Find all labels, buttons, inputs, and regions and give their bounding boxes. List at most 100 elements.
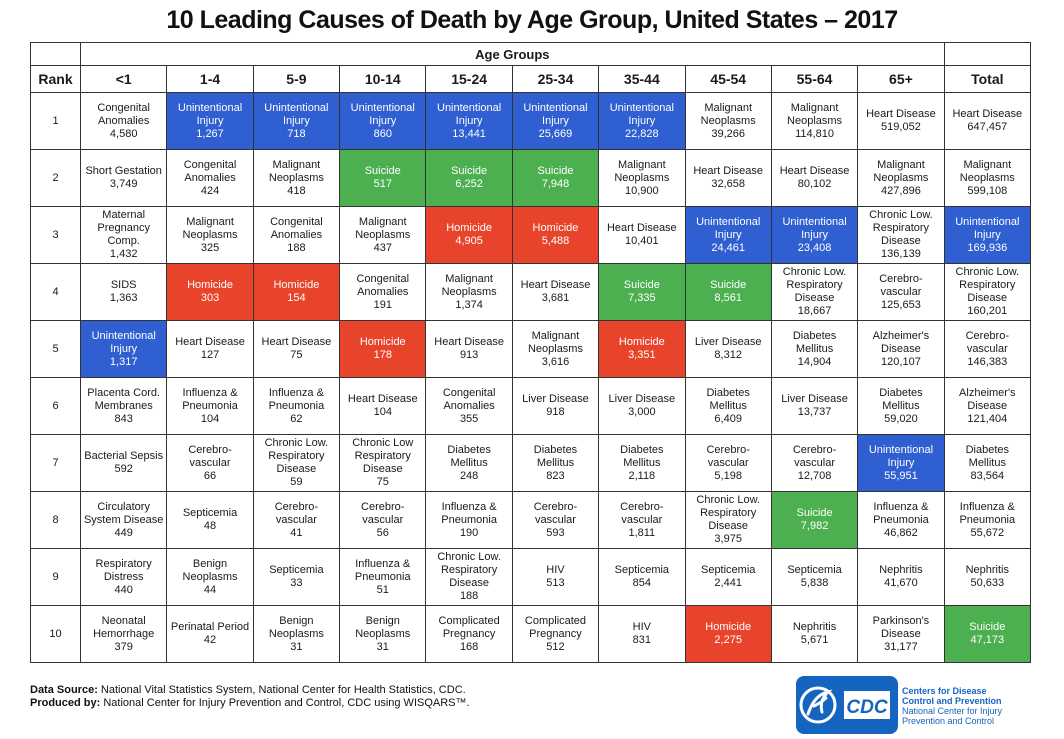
cause-cell: Diabetes Mellitus 823: [511, 434, 600, 492]
cause-cell: Chronic Low. Respiratory Disease 18,667: [770, 263, 859, 321]
cause-cell: Nephritis 41,670: [857, 548, 945, 606]
cause-cell: Neonatal Hemorrhage 379: [79, 605, 168, 663]
cause-cell: HIV 831: [598, 605, 686, 663]
cause-name: Unintentional Injury: [955, 215, 1020, 241]
cause-name: Heart Disease: [779, 165, 850, 177]
cause-cell: Short Gestation 3,749: [79, 149, 168, 207]
cause-cell: Circulatory System Disease 449: [79, 491, 168, 549]
cause-name: Cerebro- vascular: [274, 500, 319, 526]
cause-cell: Cerebro- vascular 66: [166, 434, 254, 492]
cause-cell: Malignant Neoplasms 10,900: [598, 149, 686, 207]
cause-cell: HIV 513: [511, 548, 600, 606]
death-count: 7,335: [628, 292, 656, 304]
age-groups-header: Age Groups: [80, 42, 945, 66]
total-cell: Cerebro- vascular 146,383: [943, 320, 1031, 378]
table-row: 2 Short Gestation 3,749 Congenital Anomalie…: [30, 149, 1031, 207]
cause-name: Homicide: [359, 336, 406, 348]
death-count: 24,461: [711, 241, 746, 254]
cause-name: Respiratory Distress: [95, 557, 152, 583]
rank-cell: 10: [30, 605, 81, 663]
age-column-header: <1: [79, 65, 168, 93]
death-count: 6,252: [455, 178, 483, 190]
death-count: 41,670: [884, 577, 918, 589]
cause-name: Alzheimer's Disease: [872, 329, 930, 355]
cause-cell: Perinatal Period 42: [166, 605, 254, 663]
death-count: 854: [632, 577, 652, 589]
cdc-org-name: Centers for Disease Control and Preventi…: [902, 686, 1002, 726]
death-count: 519,052: [881, 121, 921, 133]
death-count: 146,383: [967, 355, 1008, 368]
death-count: 1,317: [109, 355, 138, 368]
cause-name: Chronic Low. Respiratory Disease: [437, 551, 501, 589]
cause-cell: Diabetes Mellitus 6,409: [684, 377, 772, 435]
causes-of-death-table: Age Groups Rank <1 1-4 5-9 10-14 15-24 25-34 3…: [30, 42, 1031, 663]
age-column-header: 5-9: [252, 65, 341, 93]
cause-name: Cerebro- vascular: [965, 329, 1009, 355]
death-count: 46,862: [884, 526, 918, 539]
death-count: 2,118: [628, 469, 656, 482]
death-count: 3,975: [714, 533, 742, 545]
cause-name: Homicide: [273, 279, 320, 291]
cause-cell: Unintentional Injury 23,408: [770, 206, 859, 264]
death-count: 56: [376, 526, 389, 539]
cause-cell: Malignant Neoplasms 427,896: [857, 149, 945, 207]
cause-name: Septicemia: [269, 564, 324, 576]
cause-name: Unintentional Injury: [696, 215, 761, 241]
cause-name: Unintentional Injury: [264, 101, 329, 127]
death-count: 160,201: [967, 305, 1008, 317]
cause-cell: Alzheimer's Disease 120,107: [857, 320, 945, 378]
org-line-4: Prevention and Control: [902, 716, 995, 726]
death-count: 2,275: [714, 634, 742, 646]
cause-name: Suicide: [710, 279, 747, 291]
death-count: 48: [203, 520, 217, 532]
cause-cell: Septicemia 33: [252, 548, 341, 606]
death-count: 512: [546, 640, 565, 653]
cause-cell: Septicemia 48: [166, 491, 254, 549]
cause-cell: Liver Disease 13,737: [770, 377, 859, 435]
cause-name: Nephritis: [792, 621, 837, 633]
cause-cell: Heart Disease 127: [166, 320, 254, 378]
death-count: 831: [632, 634, 652, 646]
death-count: 55,951: [884, 469, 918, 482]
cause-name: Unintentional Injury: [437, 101, 502, 127]
rank-cell: 3: [30, 206, 81, 264]
death-count: 104: [200, 412, 220, 425]
death-count: 913: [459, 349, 479, 361]
cause-cell: Congenital Anomalies 355: [425, 377, 513, 435]
cause-cell: Liver Disease 8,312: [684, 320, 772, 378]
death-count: 1,811: [628, 526, 656, 539]
produced-by-text: National Center for Injury Prevention an…: [103, 697, 470, 709]
death-count: 325: [200, 241, 220, 254]
table-row: 7 Bacterial Sepsis 592 Cerebro- vascular 66 C…: [30, 434, 1031, 492]
age-column-header: 1-4: [166, 65, 254, 93]
cause-name: Diabetes Mellitus: [706, 386, 750, 412]
cause-cell: Malignant Neoplasms 3,616: [511, 320, 600, 378]
cause-cell: Suicide 8,561: [684, 263, 772, 321]
death-count: 10,900: [625, 184, 659, 197]
total-column-header: Total: [943, 65, 1031, 93]
table-row: 4 SIDS 1,363 Homicide 303 Homicide 154 Congenit…: [30, 263, 1031, 321]
cause-cell: Maternal Pregnancy Comp. 1,432: [79, 206, 168, 264]
cause-cell: Homicide 5,488: [511, 206, 600, 264]
cause-cell: Homicide 154: [252, 263, 341, 321]
cause-name: Malignant Neoplasms: [787, 101, 843, 127]
cause-name: Circulatory System Disease: [83, 500, 164, 526]
data-source-line: Data Source: National Vital Statistics S…: [30, 684, 470, 697]
death-count: 5,198: [714, 469, 742, 482]
cause-name: Diabetes Mellitus: [792, 329, 837, 355]
death-count: 31,177: [884, 640, 918, 653]
cause-cell: Heart Disease 32,658: [684, 149, 772, 207]
cause-name: Complicated Pregnancy: [438, 614, 500, 640]
cause-name: Diabetes Mellitus: [620, 443, 664, 469]
death-count: 114,810: [795, 127, 835, 140]
death-count: 3,749: [109, 178, 138, 190]
cause-name: Suicide: [364, 165, 401, 177]
cause-cell: Septicemia 854: [598, 548, 686, 606]
cause-cell: Suicide 7,948: [511, 149, 600, 207]
cause-cell: Benign Neoplasms 31: [252, 605, 341, 663]
cause-cell: Chronic Low. Respiratory Disease 3,975: [684, 491, 772, 549]
cause-cell: Congenital Anomalies 188: [252, 206, 341, 264]
death-count: 379: [114, 640, 133, 653]
cause-name: Liver Disease: [522, 393, 589, 405]
death-count: 178: [373, 349, 392, 361]
